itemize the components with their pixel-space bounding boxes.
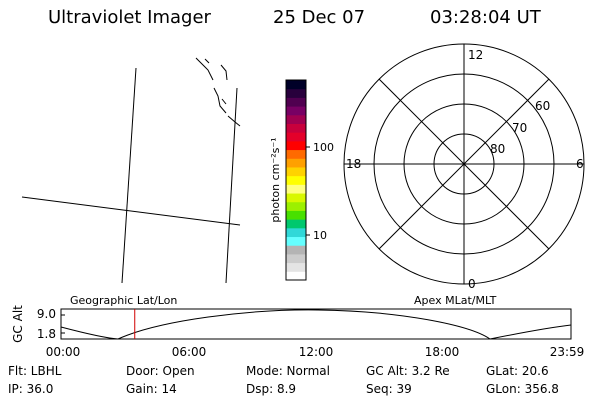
info-ip: IP: 36.0	[8, 382, 54, 396]
x-tick-label: 23:59	[550, 345, 585, 359]
y-tick-min: 1.8	[37, 327, 56, 341]
color-bar-cell	[286, 166, 306, 177]
orbit-plot: 9.0 1.8 GC Alt 00:00 06:00 12:00 18:00 2…	[11, 305, 584, 359]
color-bar-cell	[286, 184, 306, 194]
info-glat: GLat: 20.6	[486, 364, 549, 378]
color-bar-cell	[286, 158, 306, 168]
color-bar-cell	[286, 245, 306, 255]
mlat-label-60: 60	[535, 99, 550, 113]
coastline	[195, 57, 241, 127]
time-label: 03:28:04 UT	[430, 7, 541, 28]
info-dsp: Dsp: 8.9	[246, 382, 297, 396]
color-bar-cell	[286, 140, 306, 151]
info-door: Door: Open	[126, 364, 195, 378]
color-bar-cell	[286, 236, 306, 246]
color-bar-cell	[286, 149, 306, 159]
color-bar-cell	[286, 132, 306, 142]
altitude-curve	[60, 309, 572, 340]
color-bar-cell	[286, 227, 306, 238]
color-bar-cell	[286, 97, 306, 107]
latitude-line	[21, 196, 241, 226]
color-bar-tick-10: 10	[313, 229, 327, 242]
y-tick-max: 9.0	[37, 307, 56, 321]
polar-plot	[343, 43, 585, 285]
mlt-label-12: 12	[468, 48, 483, 62]
geographic-map	[21, 57, 241, 284]
mlt-label-0: 0	[468, 277, 476, 291]
color-bar-cell	[286, 88, 306, 98]
geographic-caption: Geographic Lat/Lon	[70, 294, 177, 307]
apex-caption: Apex MLat/MLT	[414, 294, 497, 307]
color-bar-cell	[286, 193, 306, 203]
color-bar: 100 10 photon cm⁻²s⁻¹	[269, 79, 334, 281]
mlt-label-6: 6	[576, 157, 584, 171]
info-seq: Seq: 39	[366, 382, 412, 396]
color-bar-cell	[286, 80, 306, 90]
color-bar-frame	[285, 79, 307, 281]
info-mode: Mode: Normal	[246, 364, 330, 378]
mlat-label-70: 70	[512, 121, 527, 135]
color-bar-unit-label: photon cm⁻²s⁻¹	[269, 137, 282, 222]
info-gain: Gain: 14	[126, 382, 177, 396]
polar-diagonal	[378, 78, 550, 250]
x-tick-label: 00:00	[46, 345, 81, 359]
color-bar-cell	[286, 123, 306, 133]
date-label: 25 Dec 07	[273, 7, 366, 28]
color-bar-cell	[286, 219, 306, 229]
color-bar-cell	[286, 106, 306, 116]
color-bar-tick-100: 100	[313, 141, 334, 154]
longitude-line	[225, 87, 238, 284]
color-bar-cell	[286, 262, 306, 272]
info-flt: Flt: LBHL	[8, 364, 62, 378]
x-tick-label: 18:00	[425, 345, 460, 359]
color-bar-cell	[286, 271, 306, 281]
color-bar-cell	[286, 114, 306, 124]
color-bar-cell	[286, 175, 306, 185]
color-bar-cell	[286, 253, 306, 264]
color-bar-cell	[286, 210, 306, 220]
mlat-label-80: 80	[490, 142, 505, 156]
x-tick-label: 12:00	[299, 345, 334, 359]
orbit-axis-label: GC Alt	[11, 305, 25, 343]
info-glon: GLon: 356.8	[486, 382, 559, 396]
info-gc-alt: GC Alt: 3.2 Re	[366, 364, 450, 378]
color-bar-cell	[286, 201, 306, 211]
x-tick-label: 06:00	[172, 345, 207, 359]
mlt-label-18: 18	[346, 157, 361, 171]
longitude-line	[121, 67, 137, 284]
orbit-plot-frame	[60, 308, 572, 340]
instrument-title: Ultraviolet Imager	[48, 7, 211, 28]
